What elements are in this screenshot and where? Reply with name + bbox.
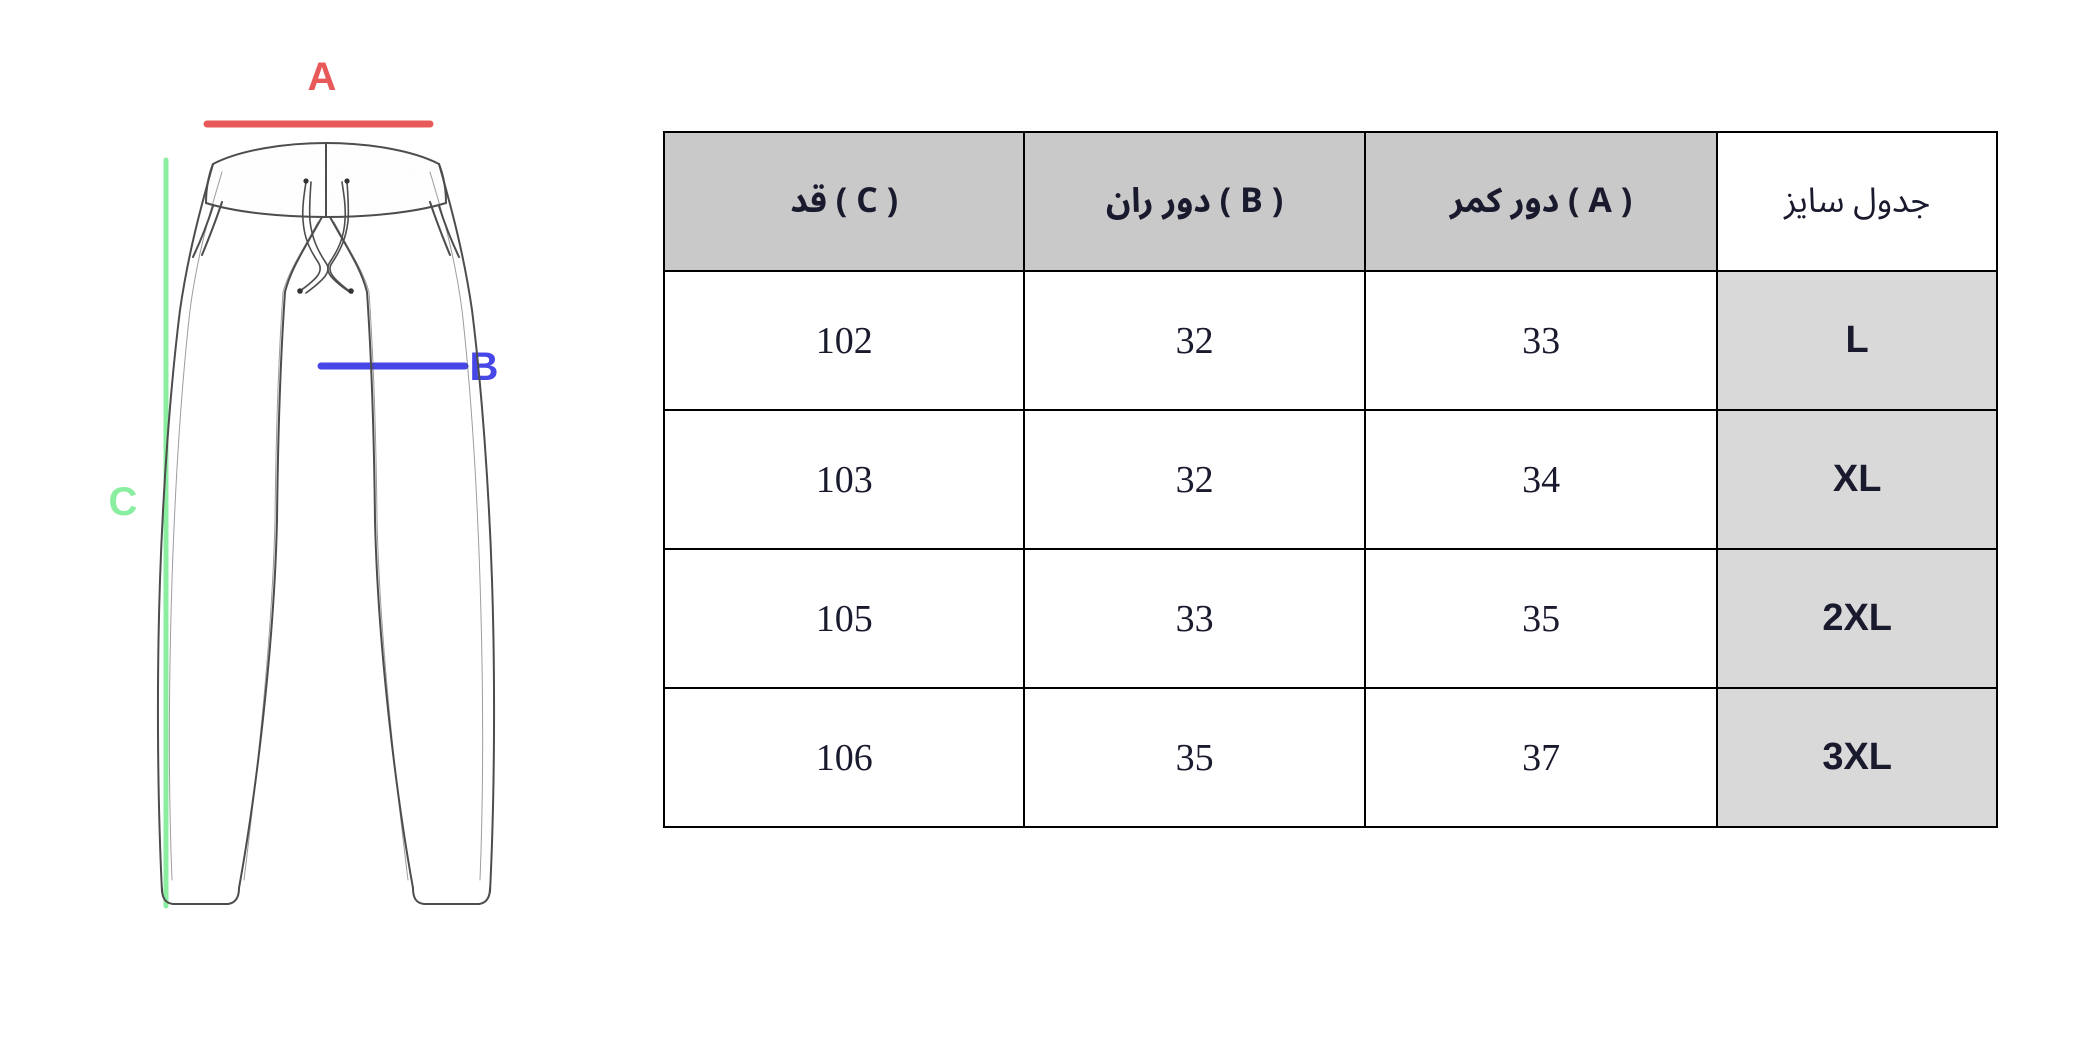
svg-text:C: C: [109, 480, 138, 524]
svg-text:B: B: [470, 345, 499, 389]
svg-text:A: A: [308, 55, 337, 99]
